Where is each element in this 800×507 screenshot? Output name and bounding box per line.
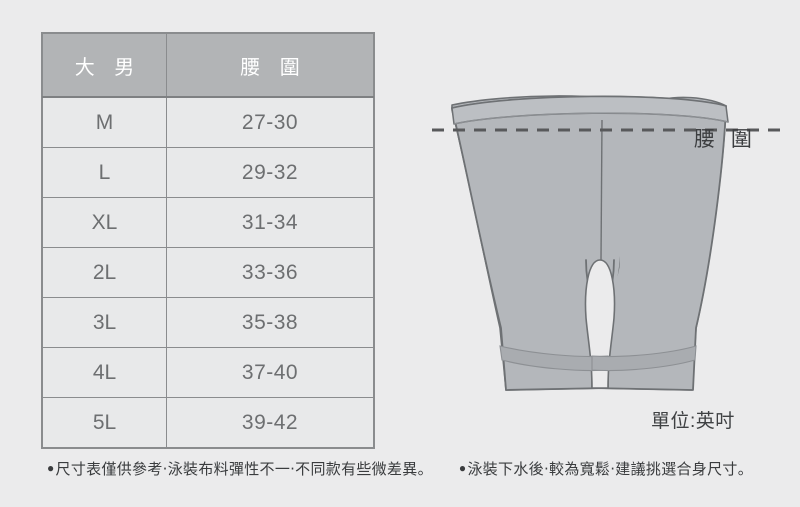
- cell-size: M: [42, 96, 167, 148]
- table-header-row: 大 男 腰 圍: [42, 33, 374, 98]
- hem-band-right: [591, 345, 697, 372]
- waistband-seam: [453, 112, 729, 125]
- center-front-seam: [600, 119, 603, 261]
- footnote-item: ●尺寸表僅供參考‧泳裝布料彈性不一‧不同款有些微差異。: [47, 458, 433, 479]
- table-row: 2L 33-36: [42, 247, 374, 298]
- cell-waist: 29-32: [166, 147, 374, 198]
- table-row: 5L 39-42: [42, 397, 374, 448]
- cell-waist: 31-34: [166, 197, 374, 248]
- footnote-text: 尺寸表僅供參考‧泳裝布料彈性不一‧不同款有些微差異。: [55, 461, 433, 478]
- table-header: 大 男 腰 圍: [42, 33, 374, 98]
- cell-waist: 37-40: [166, 347, 374, 398]
- shorts-body-fill: [452, 96, 726, 391]
- column-header-waist: 腰 圍: [166, 33, 374, 98]
- footnote-item: ●泳裝下水後‧較為寬鬆‧建議挑選合身尺寸。: [459, 458, 753, 479]
- table-row: 4L 37-40: [42, 347, 374, 398]
- table-row: XL 31-34: [42, 197, 374, 248]
- unit-label: 單位:英吋: [651, 411, 735, 432]
- cell-size: 2L: [42, 247, 167, 298]
- cell-waist: 39-42: [166, 397, 374, 448]
- footnote-text: 泳裝下水後‧較為寬鬆‧建議挑選合身尺寸。: [467, 461, 753, 478]
- table-body: M 27-30 L 29-32 XL 31-34 2L 33-36 3L 35-38 4L 37-40…: [42, 96, 374, 448]
- table-row: M 27-30: [42, 96, 374, 148]
- cell-waist: 27-30: [166, 96, 374, 148]
- cell-size: 4L: [42, 347, 167, 398]
- garment-diagram: [412, 78, 800, 408]
- cell-waist: 35-38: [166, 297, 374, 348]
- bullet-icon: ●: [46, 461, 55, 475]
- cell-size: 5L: [42, 397, 167, 448]
- column-header-size: 大 男: [42, 33, 167, 98]
- table-row: L 29-32: [42, 147, 374, 198]
- cell-waist: 33-36: [166, 247, 374, 298]
- waist-measure-label: 腰 圍: [694, 128, 757, 151]
- cell-size: XL: [42, 197, 167, 248]
- bullet-icon: ●: [458, 461, 467, 475]
- size-chart-table: 大 男 腰 圍 M 27-30 L 29-32 XL 31-34 2L 33-36 3L 35-3…: [42, 33, 374, 448]
- cell-size: L: [42, 147, 167, 198]
- cell-size: 3L: [42, 297, 167, 348]
- footnote-list: ●尺寸表僅供參考‧泳裝布料彈性不一‧不同款有些微差異。 ●泳裝下水後‧較為寬鬆‧…: [0, 458, 800, 479]
- table-row: 3L 35-38: [42, 297, 374, 348]
